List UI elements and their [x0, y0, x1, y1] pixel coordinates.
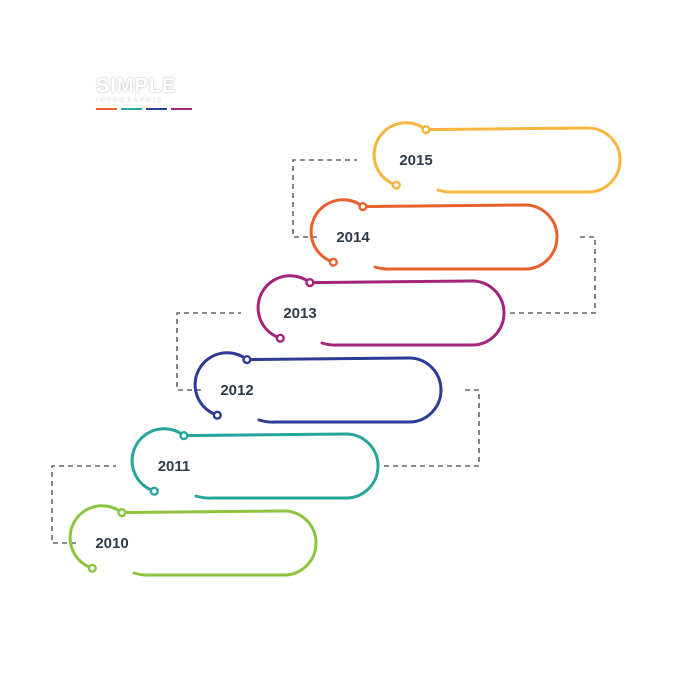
pill-top-node-2012	[242, 355, 252, 365]
pill-top-node-2011	[179, 431, 189, 441]
year-label-2011: 2011	[158, 458, 191, 475]
pill-bottom-node-2011	[149, 486, 159, 496]
pill-top-node-2010	[117, 507, 127, 518]
logo-title: SIMPLE	[96, 75, 177, 97]
pill-2014	[309, 198, 559, 271]
pill-bottom-node-2015	[391, 180, 401, 190]
pill-2013	[256, 274, 506, 347]
pill-top-node-2015	[421, 125, 431, 135]
pill-bottom-node-2012	[212, 410, 222, 420]
year-label-2013: 2013	[283, 305, 316, 322]
connector-2010-2011	[51, 465, 116, 544]
year-label-2012: 2012	[220, 382, 253, 399]
pill-2010	[68, 504, 318, 577]
pill-top-node-2014	[358, 202, 368, 212]
connector-2011-2012	[384, 389, 480, 467]
pill-top-node-2013	[305, 278, 315, 288]
year-label-2010: 2010	[95, 535, 128, 552]
logo-bar-2	[121, 108, 142, 110]
connector-2013-2014	[510, 236, 596, 314]
connector-2014-2015	[292, 159, 357, 238]
logo-subtitle: INFOGRAPHIC	[96, 97, 164, 104]
logo-bar-4	[171, 108, 192, 110]
pill-bottom-node-2014	[328, 257, 338, 267]
pill-2012	[193, 351, 443, 424]
pill-bottom-node-2013	[275, 333, 285, 343]
logo: SIMPLE INFOGRAPHIC	[96, 75, 196, 115]
pill-bottom-node-2010	[87, 563, 97, 573]
year-label-2015: 2015	[399, 152, 432, 169]
year-label-2014: 2014	[336, 229, 370, 246]
pill-2011	[130, 427, 380, 500]
logo-bar-1	[96, 108, 117, 110]
pill-2015	[372, 121, 622, 194]
logo-bar-3	[146, 108, 167, 110]
connector-2012-2013	[176, 312, 241, 391]
